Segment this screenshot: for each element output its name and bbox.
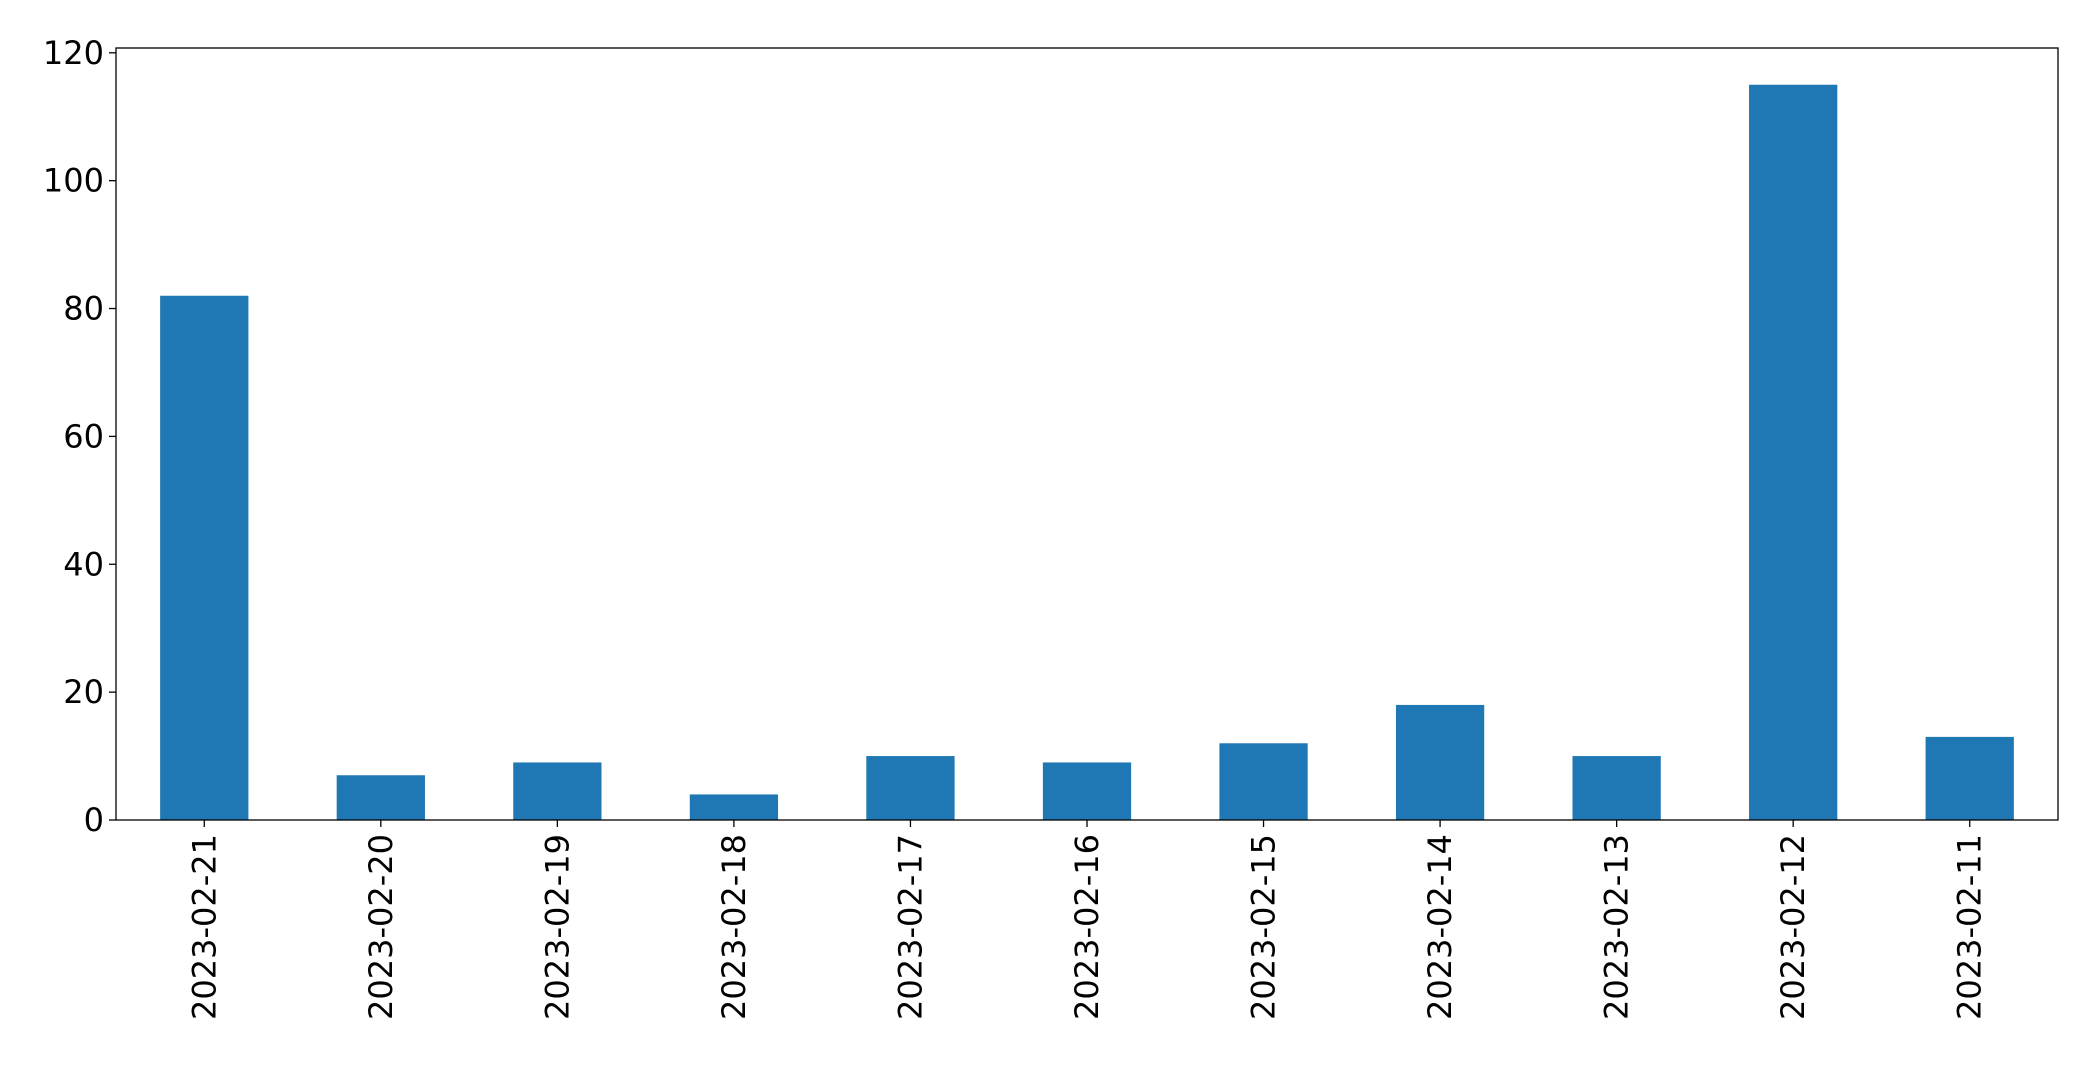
plot-frame (115, 47, 2059, 821)
x-tick-label: 2023-02-12 (1774, 834, 1812, 1020)
x-tick-label: 2023-02-20 (362, 834, 400, 1020)
x-tick-label: 2023-02-15 (1245, 834, 1283, 1020)
y-tick-label: 80 (63, 290, 104, 328)
bar (336, 775, 425, 820)
bar (1572, 756, 1661, 820)
y-tick-label: 60 (63, 417, 104, 455)
x-tick-label: 2023-02-19 (538, 834, 576, 1020)
y-tick-label: 100 (43, 162, 104, 200)
y-tick-label: 20 (63, 673, 104, 711)
bar (1042, 762, 1132, 820)
y-tick-label: 120 (43, 34, 104, 72)
x-tick-label: 2023-02-21 (185, 834, 223, 1020)
x-tick-label: 2023-02-17 (891, 834, 929, 1020)
bar (1749, 84, 1838, 820)
bar (689, 794, 779, 820)
bar (1219, 743, 1308, 820)
bar (160, 295, 249, 820)
y-tick-label: 40 (63, 545, 104, 583)
x-tick-label: 2023-02-14 (1421, 834, 1459, 1020)
x-tick-label: 2023-02-13 (1598, 834, 1636, 1020)
bar (513, 762, 602, 820)
bar (866, 756, 955, 820)
bar (1395, 704, 1485, 820)
x-tick-label: 2023-02-18 (715, 834, 753, 1020)
bar (1925, 736, 2014, 820)
y-tick-label: 0 (84, 801, 104, 839)
x-tick-label: 2023-02-11 (1951, 834, 1989, 1020)
x-tick-label: 2023-02-16 (1068, 834, 1106, 1020)
